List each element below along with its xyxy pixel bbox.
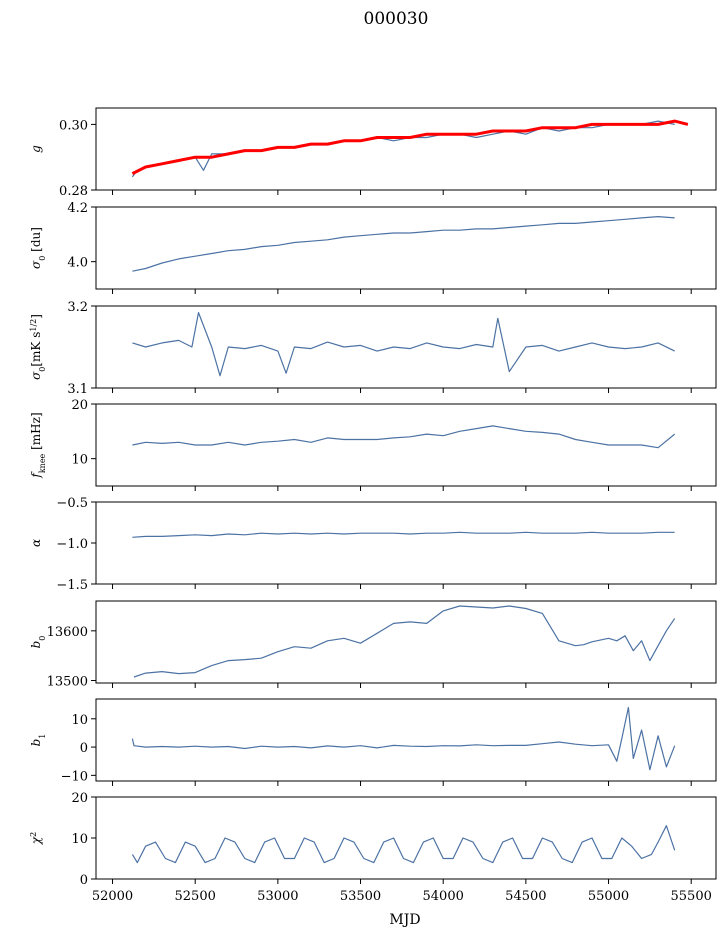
series-line-1 (131, 825, 676, 864)
x-tick-label: 52000 (92, 889, 133, 904)
y-tick-label: 10 (71, 832, 88, 847)
y-tick-label: 0.28 (59, 184, 88, 199)
y-axis-label: σ0 [du] (29, 227, 47, 269)
panel-5: −1.5 −1.0 −0.5 α (29, 496, 717, 593)
x-tick-label: 55500 (671, 889, 712, 904)
y-tick-label: −1.0 (56, 537, 88, 552)
plot-frame (95, 305, 717, 389)
plot-frame (95, 501, 717, 585)
y-axis-label: b0 (29, 636, 47, 649)
y-tick-label: 0 (80, 873, 88, 888)
plot-frame (95, 600, 717, 684)
panel-1: 0.28 0.30 g (29, 107, 717, 199)
x-tick-label: 52500 (175, 889, 216, 904)
y-tick-label: 20 (71, 398, 88, 413)
plot-frame (95, 403, 717, 487)
y-tick-label: 4.2 (67, 201, 88, 216)
plot-frame (95, 698, 717, 782)
x-tick-label: 54000 (423, 889, 464, 904)
x-tick-label: 55000 (588, 889, 629, 904)
panel-7: −10 0 10 b1 (29, 698, 717, 786)
panel-3: 3.1 3.2 σ0[mK s1/2] (29, 300, 717, 397)
series-line-1 (132, 425, 676, 449)
series-line-2 (131, 119, 689, 175)
panel-2: 4.0 4.2 σ0 [du] (29, 201, 717, 294)
y-tick-label: 10 (71, 453, 88, 468)
panel-4: 10 20 fknee [mHz] (29, 398, 717, 491)
x-tick-label: 53500 (340, 889, 381, 904)
plot-frame (95, 206, 717, 290)
y-tick-label: 10 (71, 713, 88, 728)
figure-title: 000030 (364, 9, 429, 29)
y-tick-label: 4.0 (67, 256, 88, 271)
y-axis-label: α (29, 539, 43, 547)
y-axis-label: σ0[mK s1/2] (29, 314, 47, 380)
y-axis-label: g (29, 145, 43, 153)
y-tick-label: −0.5 (56, 496, 88, 511)
y-axis-label: b1 (29, 734, 47, 747)
x-axis-label: MJD (389, 912, 420, 928)
plot-frame (95, 796, 717, 880)
panels: 0.28 0.30 g 4.0 4.2 σ0 [du] 3.1 3.2 σ0[mK s1/2] 1… (29, 107, 717, 904)
y-tick-label: 3.1 (67, 382, 88, 397)
y-tick-label: 20 (71, 791, 88, 806)
series-line-1 (131, 120, 675, 178)
y-tick-label: −10 (61, 769, 88, 784)
y-tick-label: 3.2 (67, 300, 88, 315)
y-axis-label: χ2 (29, 832, 44, 845)
x-tick-label: 54500 (505, 889, 546, 904)
plot-frame (95, 107, 717, 191)
series-line-1 (132, 216, 675, 272)
y-tick-label: −1.5 (56, 578, 88, 593)
y-tick-label: 13500 (47, 675, 88, 690)
panel-8: 0 10 20 52000 52500 53000 53500 54000 54500 55000… (29, 791, 717, 904)
series-line-1 (132, 312, 675, 377)
y-tick-label: 0 (80, 741, 88, 756)
y-axis-label: fknee [mHz] (29, 412, 47, 478)
series-line-1 (132, 531, 675, 538)
y-tick-label: 0.30 (59, 118, 88, 133)
x-tick-label: 53000 (257, 889, 298, 904)
series-line-1 (131, 706, 676, 771)
y-tick-label: 13600 (47, 625, 88, 640)
series-line-1 (133, 605, 676, 678)
